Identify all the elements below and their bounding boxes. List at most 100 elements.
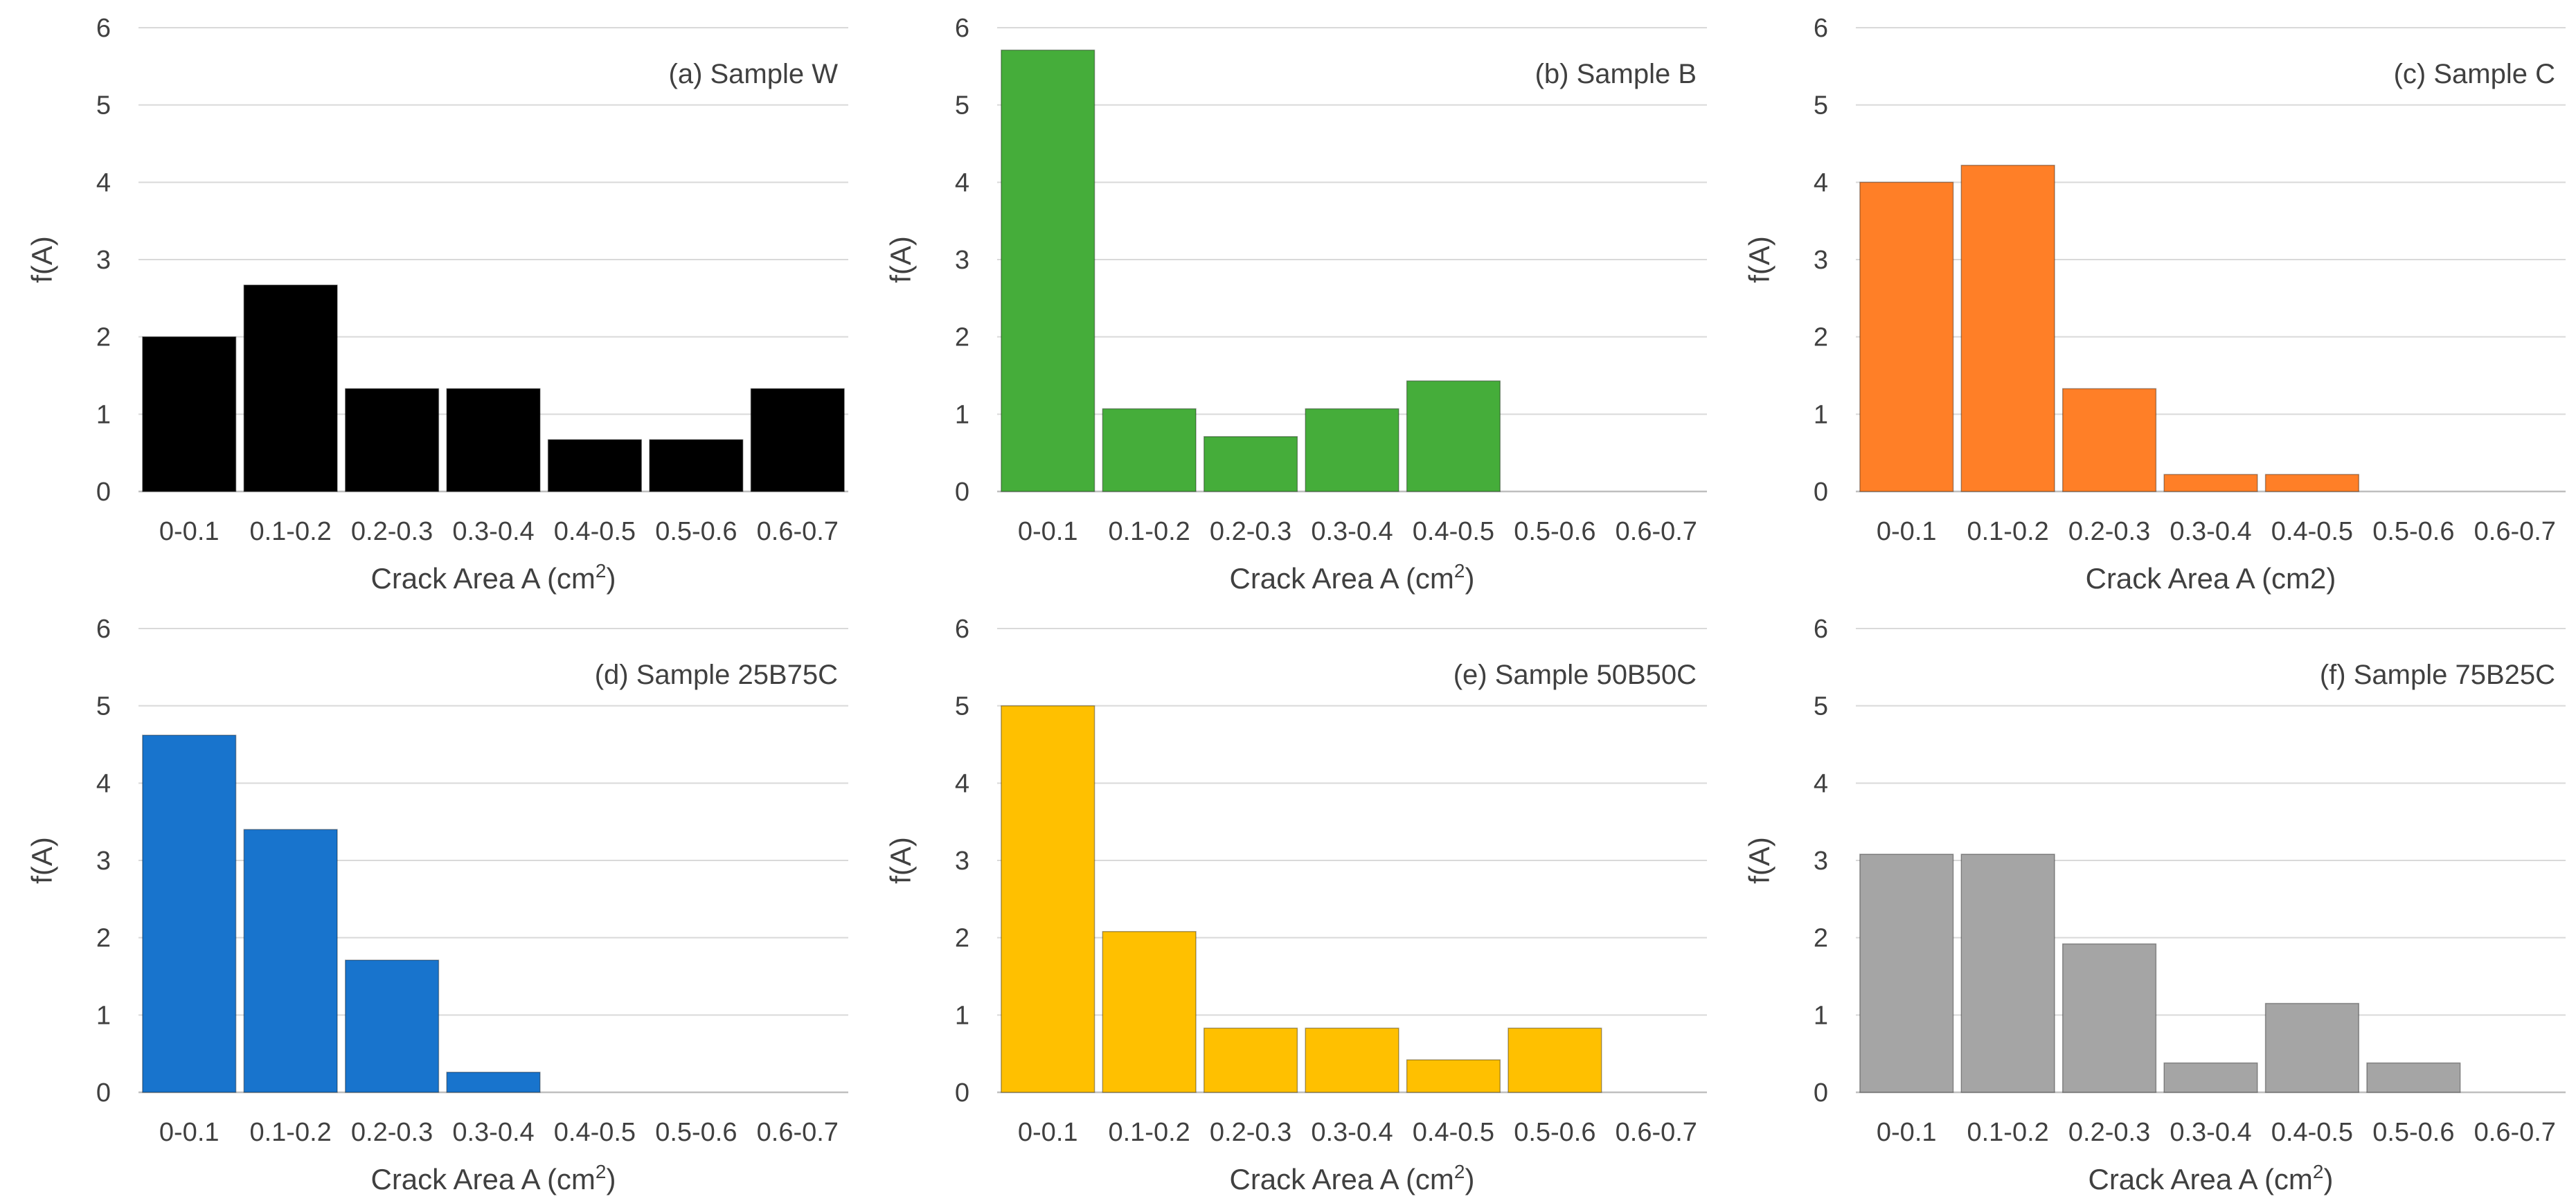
chart-title: (a) Sample W (669, 59, 839, 89)
x-tick-label: 0.6-0.7 (1616, 517, 1697, 546)
x-axis-label: Crack Area A (cm2) (2086, 562, 2336, 595)
x-axis-label-tail: ) (1465, 1163, 1475, 1195)
x-tick-label: 0.6-0.7 (757, 517, 839, 546)
x-tick-label: 0.6-0.7 (757, 1118, 839, 1147)
x-tick-label: 0-0.1 (1877, 517, 1937, 546)
x-tick-label: 0.6-0.7 (1616, 1118, 1697, 1147)
bar-0.2-0.3 (1203, 435, 1298, 492)
y-tick-label: 1 (1814, 1001, 1828, 1030)
y-tick-label: 6 (96, 14, 111, 43)
chart-sample-b: 0 1 2 3 4 5 6 0-0.1 0.1-0.2 0.2-0.3 0.3-0.4 0.4-0.5… (884, 14, 1707, 595)
y-tick-label: 0 (1814, 478, 1828, 507)
y-tick-label: 3 (955, 847, 969, 876)
y-axis-label: f(A) (884, 236, 917, 283)
x-tick-label: 0.6-0.7 (2474, 517, 2556, 546)
chart-title: (f) Sample 75B25C (2320, 660, 2555, 690)
x-tick-label: 0.4-0.5 (1413, 1118, 1494, 1147)
x-tick-label: 0.3-0.4 (452, 517, 534, 546)
x-axis-label: Crack Area A (cm2) (1229, 1161, 1474, 1195)
bar-0.1-0.2 (243, 829, 338, 1093)
x-tick-label: 0.2-0.3 (351, 1118, 433, 1147)
x-axis-label: Crack Area A (cm2) (2088, 1161, 2333, 1195)
x-tick-label: 0.3-0.4 (1311, 1118, 1393, 1147)
x-axis-label-tail: ) (607, 1163, 616, 1195)
y-tick-label: 2 (1814, 323, 1828, 352)
x-axis-label: Crack Area A (cm2) (370, 1161, 616, 1195)
x-tick-label: 0.2-0.3 (2068, 517, 2150, 546)
x-tick-label: 0-0.1 (159, 1118, 220, 1147)
x-axis-label-tail: ) (1465, 562, 1475, 595)
chart-title: (c) Sample C (2394, 59, 2555, 89)
y-tick-label: 1 (955, 1001, 969, 1030)
x-tick-label: 0.4-0.5 (554, 1118, 636, 1147)
y-tick-label: 4 (1814, 168, 1828, 197)
bar-0-0.1 (1859, 854, 1954, 1093)
bar-0.4-0.5 (1406, 1059, 1501, 1093)
bar-0.2-0.3 (344, 388, 440, 492)
y-tick-label: 0 (955, 478, 969, 507)
x-tick-label: 0.4-0.5 (2271, 1118, 2353, 1147)
y-tick-label: 5 (1814, 91, 1828, 120)
bar-0.1-0.2 (1102, 930, 1197, 1093)
x-tick-label: 0.5-0.6 (1514, 517, 1595, 546)
bar-0.3-0.4 (2163, 473, 2258, 492)
x-axis-label: Crack Area A (cm2) (1229, 560, 1474, 595)
bar-0.4-0.5 (1406, 380, 1501, 492)
y-tick-label: 4 (96, 168, 111, 197)
bar-0.3-0.4 (446, 388, 541, 492)
x-axis-label-text: Crack Area A (cm (1229, 562, 1454, 595)
x-tick-label: 0.3-0.4 (2170, 1118, 2251, 1147)
x-axis-label: Crack Area A (cm2) (370, 560, 616, 595)
x-tick-label: 0.5-0.6 (2372, 517, 2454, 546)
x-axis-label-tail: ) (607, 562, 616, 595)
y-tick-label: 2 (96, 323, 111, 352)
x-tick-label: 0.4-0.5 (2271, 517, 2353, 546)
bar-0.5-0.6 (649, 439, 744, 492)
chart-sample-75b25c: 0 1 2 3 4 5 6 0-0.1 0.1-0.2 0.2-0.3 0.3-0.4 0.4-0.5… (1743, 615, 2566, 1195)
y-axis-label: f(A) (26, 837, 58, 884)
x-tick-label: 0.2-0.3 (1210, 517, 1291, 546)
x-axis-label-text: Crack Area A (cm (370, 562, 595, 595)
y-axis-label: f(A) (884, 837, 917, 884)
bar-0.4-0.5 (2264, 473, 2360, 492)
chart-title: (e) Sample 50B50C (1454, 660, 1697, 690)
y-tick-label: 3 (96, 246, 111, 275)
bar-0.3-0.4 (446, 1072, 541, 1093)
y-tick-label: 0 (955, 1078, 969, 1108)
bar-0-0.1 (1001, 705, 1095, 1093)
x-tick-label: 0.1-0.2 (1967, 1118, 2048, 1147)
bar-0.1-0.2 (1102, 408, 1197, 492)
bar-0-0.1 (1859, 181, 1954, 492)
bar-0.6-0.7 (750, 388, 845, 492)
x-tick-label: 0.4-0.5 (1413, 517, 1494, 546)
bar-0.5-0.6 (1508, 1027, 1602, 1093)
y-tick-label: 2 (955, 323, 969, 352)
y-tick-label: 4 (955, 168, 969, 197)
y-axis-label: f(A) (1743, 236, 1776, 283)
chart-title: (b) Sample B (1535, 59, 1697, 89)
chart-sample-25b75c: 0 1 2 3 4 5 6 0-0.1 0.1-0.2 0.2-0.3 0.3-0.4 0.4-0.5… (26, 615, 848, 1195)
bar-0.2-0.3 (344, 959, 440, 1093)
x-tick-label: 0.2-0.3 (1210, 1118, 1291, 1147)
y-axis-label: f(A) (1743, 837, 1776, 884)
x-axis-label-text: Crack Area A (cm (1229, 1163, 1454, 1195)
x-tick-label: 0.2-0.3 (2068, 1118, 2150, 1147)
y-tick-label: 5 (955, 692, 969, 721)
x-tick-label: 0.1-0.2 (1108, 517, 1190, 546)
y-tick-label: 6 (1814, 615, 1828, 644)
bar-0-0.1 (142, 336, 237, 492)
y-tick-label: 2 (96, 924, 111, 953)
x-axis-label-superscript: 2 (2313, 1161, 2324, 1182)
y-tick-label: 6 (1814, 14, 1828, 43)
x-axis-label-superscript: 2 (596, 560, 607, 581)
x-axis-label-superscript: 2 (1454, 1161, 1465, 1182)
x-tick-label: 0.5-0.6 (655, 517, 737, 546)
x-tick-label: 0.5-0.6 (2372, 1118, 2454, 1147)
bar-0.2-0.3 (2061, 388, 2157, 492)
y-tick-label: 2 (955, 924, 969, 953)
chart-sample-c: 0 1 2 3 4 5 6 0-0.1 0.1-0.2 0.2-0.3 0.3-0.4 0.4-0.5… (1743, 14, 2566, 595)
bar-0.4-0.5 (547, 439, 643, 492)
bar-0.4-0.5 (2264, 1002, 2360, 1093)
y-tick-label: 4 (96, 769, 111, 798)
